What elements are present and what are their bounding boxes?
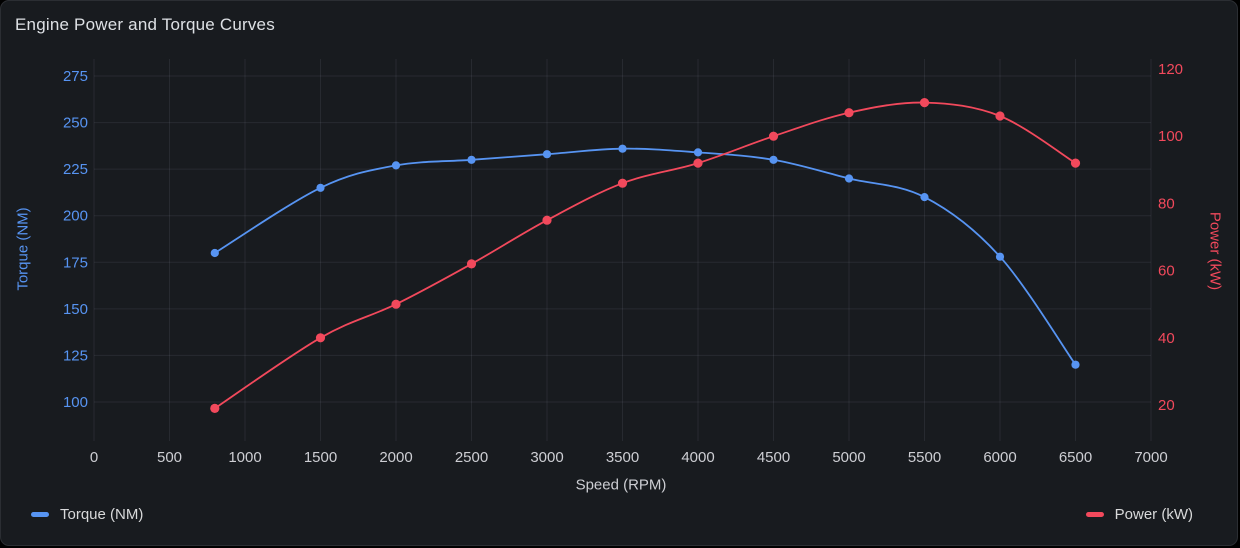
x-tick-label: 2000 [379, 449, 412, 466]
data-point-power[interactable] [1070, 158, 1081, 168]
data-point-torque[interactable] [693, 148, 703, 157]
y-left-tick-label: 275 [63, 68, 88, 85]
x-tick-label: 0 [90, 449, 98, 466]
y-right-tick-label: 100 [1158, 128, 1183, 145]
legend-label-torque: Torque (NM) [60, 506, 144, 523]
data-point-torque[interactable] [542, 150, 552, 159]
data-point-power[interactable] [210, 403, 220, 413]
x-tick-label: 7000 [1134, 449, 1167, 466]
y-left-tick-label: 100 [63, 394, 88, 411]
data-point-torque[interactable] [995, 252, 1005, 261]
data-point-torque[interactable] [618, 144, 627, 153]
data-point-torque[interactable] [467, 155, 476, 164]
data-point-torque[interactable] [210, 248, 219, 258]
data-point-torque[interactable] [920, 193, 929, 202]
data-point-power[interactable] [542, 215, 552, 225]
y-right-tick-label: 120 [1158, 61, 1183, 78]
x-tick-label: 6000 [983, 449, 1016, 466]
y-left-tick-label: 150 [63, 301, 88, 318]
data-point-power[interactable] [315, 333, 326, 343]
x-tick-label: 1000 [228, 449, 261, 466]
x-tick-label: 5000 [832, 449, 865, 466]
power-series-swatch-icon [1085, 512, 1104, 517]
legend-label-power: Power (kW) [1114, 506, 1193, 523]
y-left-tick-label: 175 [63, 254, 88, 271]
data-point-power[interactable] [693, 158, 703, 168]
y-right-tick-label: 40 [1158, 330, 1175, 347]
data-point-power[interactable] [466, 259, 477, 269]
data-point-torque[interactable] [844, 174, 854, 183]
x-tick-label: 4000 [681, 449, 714, 466]
x-tick-label: 1500 [304, 449, 337, 466]
x-tick-label: 3000 [530, 449, 563, 466]
data-point-torque[interactable] [391, 161, 401, 170]
y-left-tick-label: 125 [63, 347, 88, 364]
data-point-torque[interactable] [1071, 360, 1080, 369]
y-right-tick-label: 80 [1158, 195, 1175, 212]
x-tick-label: 500 [157, 449, 182, 466]
y-right-tick-label: 60 [1158, 263, 1175, 280]
x-tick-label: 2500 [455, 449, 488, 466]
legend-item-power[interactable]: Power (kW) [1085, 506, 1193, 523]
data-point-power[interactable] [995, 111, 1005, 121]
data-point-power[interactable] [844, 108, 854, 118]
x-tick-label: 3500 [606, 449, 639, 466]
data-point-torque[interactable] [316, 183, 325, 192]
data-point-power[interactable] [391, 299, 401, 309]
data-point-torque[interactable] [769, 155, 778, 164]
panel-title[interactable]: Engine Power and Torque Curves [15, 15, 275, 34]
y-right-tick-label: 20 [1158, 397, 1175, 414]
data-point-power[interactable] [919, 98, 930, 108]
x-tick-label: 4500 [757, 449, 790, 466]
y-left-tick-label: 225 [63, 161, 88, 178]
y-left-tick-label: 250 [63, 115, 88, 132]
torque-series-swatch-icon [31, 512, 49, 517]
x-tick-label: 6500 [1059, 449, 1092, 466]
data-point-power[interactable] [768, 131, 779, 141]
x-tick-label: 5500 [908, 449, 941, 466]
y-left-tick-label: 200 [63, 208, 88, 225]
series-line-torque [213, 147, 1077, 366]
legend-item-torque[interactable]: Torque (NM) [31, 506, 143, 523]
data-point-power[interactable] [617, 178, 628, 188]
